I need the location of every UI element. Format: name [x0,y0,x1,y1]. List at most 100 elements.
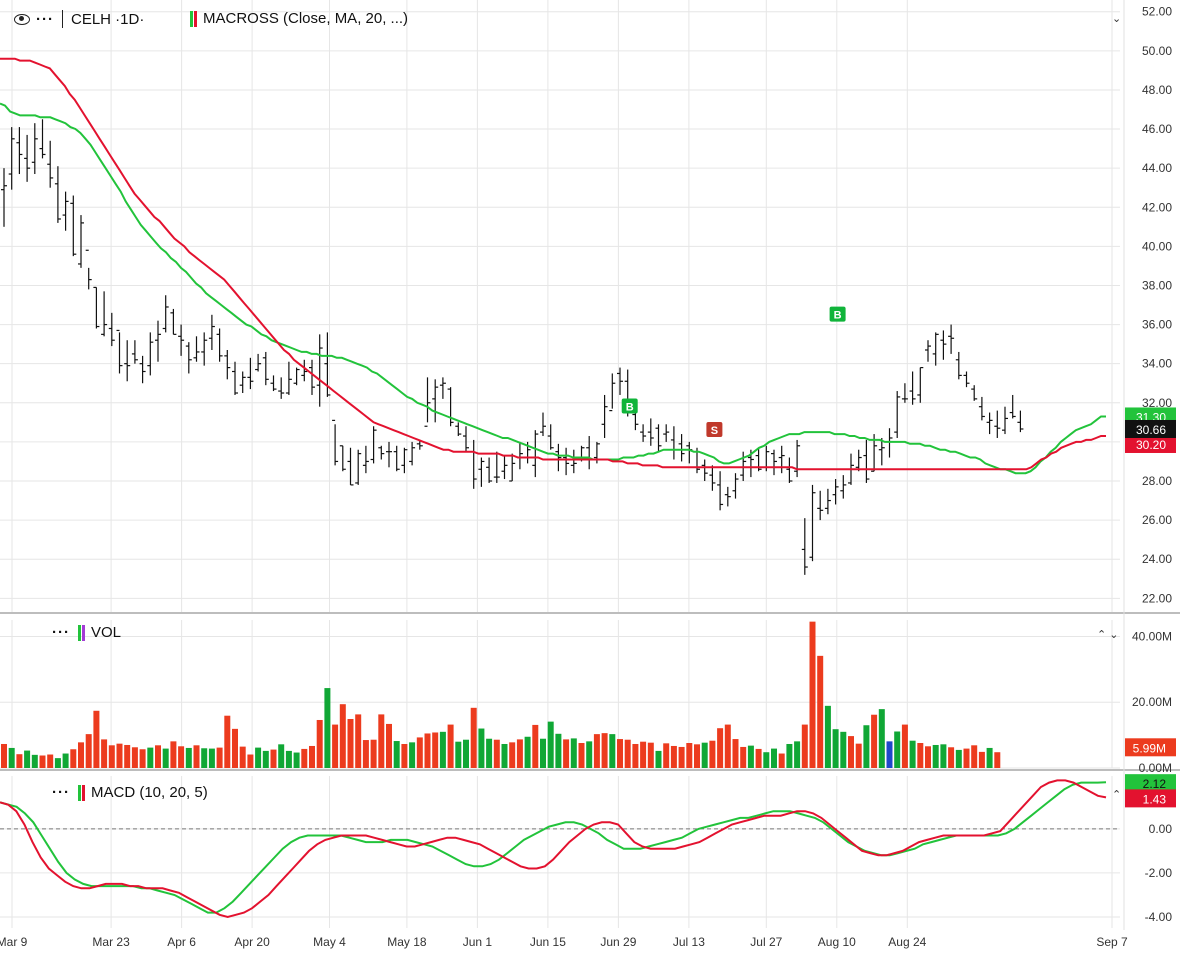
ohlc-bar[interactable] [1017,410,1024,433]
ohlc-bar[interactable] [555,443,562,472]
ohlc-bar[interactable] [655,424,662,452]
volume-bar[interactable] [578,743,585,768]
volume-bar[interactable] [255,747,262,768]
pane-divider[interactable] [0,612,1180,614]
ohlc-bar[interactable] [309,359,315,395]
ohlc-bar[interactable] [532,430,539,478]
ohlc-bar[interactable] [994,410,1001,438]
ohlc-bar[interactable] [47,140,54,188]
volume-bar[interactable] [755,748,762,768]
ohlc-bar[interactable] [547,424,554,450]
volume-bar[interactable] [570,738,577,768]
ohlc-bar[interactable] [439,377,446,399]
ohlc-bar[interactable] [717,471,724,511]
ohlc-bar[interactable] [108,312,115,347]
ohlc-bar[interactable] [85,249,92,290]
volume-bar[interactable] [540,738,546,768]
ohlc-bar[interactable] [917,366,924,403]
volume-bar[interactable] [632,743,639,768]
ohlc-bar[interactable] [901,383,908,403]
volume-bar[interactable] [447,724,454,768]
ohlc-bar[interactable] [401,447,408,474]
volume-bar[interactable] [262,750,269,768]
ohlc-bar[interactable] [501,455,508,480]
ohlc-bar[interactable] [362,445,369,474]
volume-bar[interactable] [208,748,215,768]
ohlc-bar[interactable] [93,286,100,329]
volume-bar[interactable] [886,741,893,768]
volume-bar[interactable] [547,721,554,768]
ohlc-bar[interactable] [16,127,23,175]
ohlc-bar[interactable] [701,459,708,481]
collapse-volume-pane-icon[interactable]: ⌃ ⌄ [1097,629,1119,641]
ohlc-bar[interactable] [670,426,677,460]
volume-bar[interactable] [493,739,500,768]
ohlc-bar[interactable] [39,119,46,159]
ohlc-bar[interactable] [948,324,955,354]
ohlc-bar[interactable] [247,357,254,390]
volume-bar[interactable] [416,737,423,768]
ohlc-bar[interactable] [609,373,616,412]
ohlc-bar[interactable] [378,445,385,460]
volume-bar[interactable] [378,714,385,768]
volume-bar[interactable] [740,746,747,768]
volume-bar[interactable] [663,743,670,768]
volume-bar[interactable] [8,747,15,768]
volume-bar[interactable] [224,715,231,768]
volume-bar[interactable] [747,745,754,768]
ohlc-bar[interactable] [971,385,978,401]
volume-bar[interactable] [455,741,462,768]
collapse-macd-pane-icon[interactable]: ⌃ [1112,789,1122,801]
volume-bar[interactable] [871,714,878,768]
volume-bar[interactable] [178,746,185,768]
volume-bar[interactable] [332,724,339,768]
volume-bar[interactable] [401,743,408,768]
ohlc-bar[interactable] [347,447,354,486]
ohlc-bar[interactable] [116,329,123,374]
ohlc-bar[interactable] [409,441,416,466]
volume-bar[interactable] [701,742,708,768]
volume-label[interactable]: VOL [91,624,122,641]
ohlc-bar[interactable] [424,377,431,427]
volume-bar[interactable] [717,728,724,768]
ohlc-bar[interactable] [678,434,685,462]
volume-bar[interactable] [786,743,793,768]
volume-bar[interactable] [247,754,254,768]
volume-bar[interactable] [832,729,839,768]
volume-bar[interactable] [855,743,862,768]
volume-bar[interactable] [439,731,446,768]
volume-bar[interactable] [201,748,208,768]
volume-bar[interactable] [963,748,970,768]
ohlc-bar[interactable] [617,367,623,395]
volume-bar[interactable] [409,742,416,768]
volume-bar[interactable] [724,724,731,768]
ohlc-bar[interactable] [124,340,131,382]
ohlc-bar[interactable] [786,457,793,483]
ohlc-bar[interactable] [201,332,208,366]
macd-label[interactable]: MACD (10, 20, 5) [91,784,208,801]
volume-bar[interactable] [778,753,785,768]
volume-bar[interactable] [278,744,285,768]
study-legend[interactable]: MACROSS (Close, MA, 20, ...) [190,10,408,27]
ohlc-bar[interactable] [155,320,161,362]
ohlc-bar[interactable] [255,353,262,372]
ohlc-bar[interactable] [62,191,69,231]
ohlc-bar[interactable] [663,424,670,442]
volume-bar[interactable] [917,743,924,768]
ohlc-bar[interactable] [386,441,392,468]
volume-bar[interactable] [563,739,570,768]
ohlc-bar[interactable] [208,314,215,350]
ohlc-bar[interactable] [301,359,308,382]
volume-bar[interactable] [239,746,246,768]
volume-bar[interactable] [624,739,631,768]
eye-icon[interactable] [14,13,30,25]
ohlc-bar[interactable] [563,447,570,476]
volume-bar[interactable] [516,739,523,768]
ohlc-bar[interactable] [686,441,693,464]
ohlc-bar[interactable] [262,351,269,386]
more-options-icon[interactable]: ··· [36,10,54,28]
ohlc-bar[interactable] [878,437,885,466]
ohlc-bar[interactable] [840,475,847,499]
volume-bar[interactable] [694,744,700,768]
